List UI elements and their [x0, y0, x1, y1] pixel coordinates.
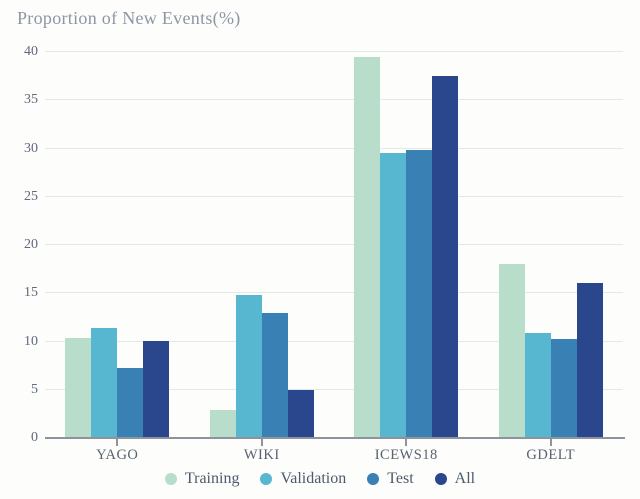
legend-item-all: All: [434, 470, 476, 488]
chart-title: Proportion of New Events(%): [17, 8, 241, 28]
gridline-y-10: [45, 340, 623, 342]
y-axis-tick-label-40: 40: [24, 44, 38, 59]
legend-marker-icon-training: [164, 473, 177, 485]
legend-label-training: Training: [184, 470, 240, 487]
y-axis-tick-label-10: 10: [24, 333, 38, 349]
legend-item-training: Training: [164, 470, 240, 488]
x-axis-label-yago: YAGO: [96, 447, 139, 463]
x-axis-tick-yago: [116, 439, 119, 446]
y-axis-tick-label-5: 5: [31, 381, 38, 397]
y-axis-tick-label-30: 30: [24, 140, 38, 156]
legend-label-validation: Validation: [280, 470, 347, 487]
bar-validation-icews18: [380, 153, 407, 438]
y-axis-tick-label-25: 25: [24, 188, 38, 204]
legend-marker-icon-all: [434, 473, 447, 485]
bar-training-yago: [65, 337, 92, 438]
gridline-y-25: [45, 195, 623, 197]
legend: Training Validation Test All: [0, 470, 640, 488]
legend-marker-icon-validation: [260, 473, 273, 485]
y-axis-tick-label-15: 15: [24, 285, 38, 301]
gridline-y-40: [45, 51, 623, 52]
y-axis-tick-label-0: 0: [31, 430, 38, 445]
bar-test-wiki: [261, 312, 288, 438]
x-axis-tick-gdelt: [549, 439, 552, 446]
x-axis-line: [45, 437, 625, 439]
bar-test-icews18: [406, 150, 433, 438]
x-axis-tick-wiki: [260, 439, 263, 446]
gridline-y-5: [45, 388, 623, 390]
legend-item-test: Test: [367, 470, 414, 488]
legend-label-all: All: [454, 470, 476, 487]
x-axis-label-wiki: WIKI: [243, 447, 280, 463]
gridline-y-35: [45, 99, 623, 101]
bar-all-yago: [143, 340, 170, 438]
bar-training-icews18: [354, 56, 381, 438]
y-axis-tick-label-35: 35: [24, 92, 38, 108]
bar-training-gdelt: [498, 264, 525, 438]
bar-test-gdelt: [550, 338, 577, 438]
y-axis-tick-label-20: 20: [24, 237, 38, 252]
bar-test-yago: [117, 367, 144, 438]
x-axis-label-icews18: ICEWS18: [374, 447, 438, 463]
x-axis-tick-icews18: [405, 439, 408, 446]
x-axis-label-gdelt: GDELT: [526, 447, 576, 463]
gridline-y-30: [45, 147, 623, 149]
plot-area: 0 5 10 15 20 25 30 35 40: [24, 44, 623, 445]
legend-marker-icon-test: [367, 473, 380, 485]
legend-label-test: Test: [387, 470, 414, 487]
gridline-y-15: [45, 292, 623, 294]
bar-all-wiki: [287, 389, 314, 438]
bar-all-gdelt: [576, 282, 603, 438]
legend-item-validation: Validation: [260, 470, 346, 488]
bar-all-icews18: [432, 76, 459, 438]
bar-training-wiki: [209, 410, 236, 438]
bar-validation-yago: [91, 328, 118, 438]
bar-validation-gdelt: [524, 332, 551, 438]
gridline-y-20: [45, 244, 623, 245]
bar-validation-wiki: [235, 295, 262, 438]
